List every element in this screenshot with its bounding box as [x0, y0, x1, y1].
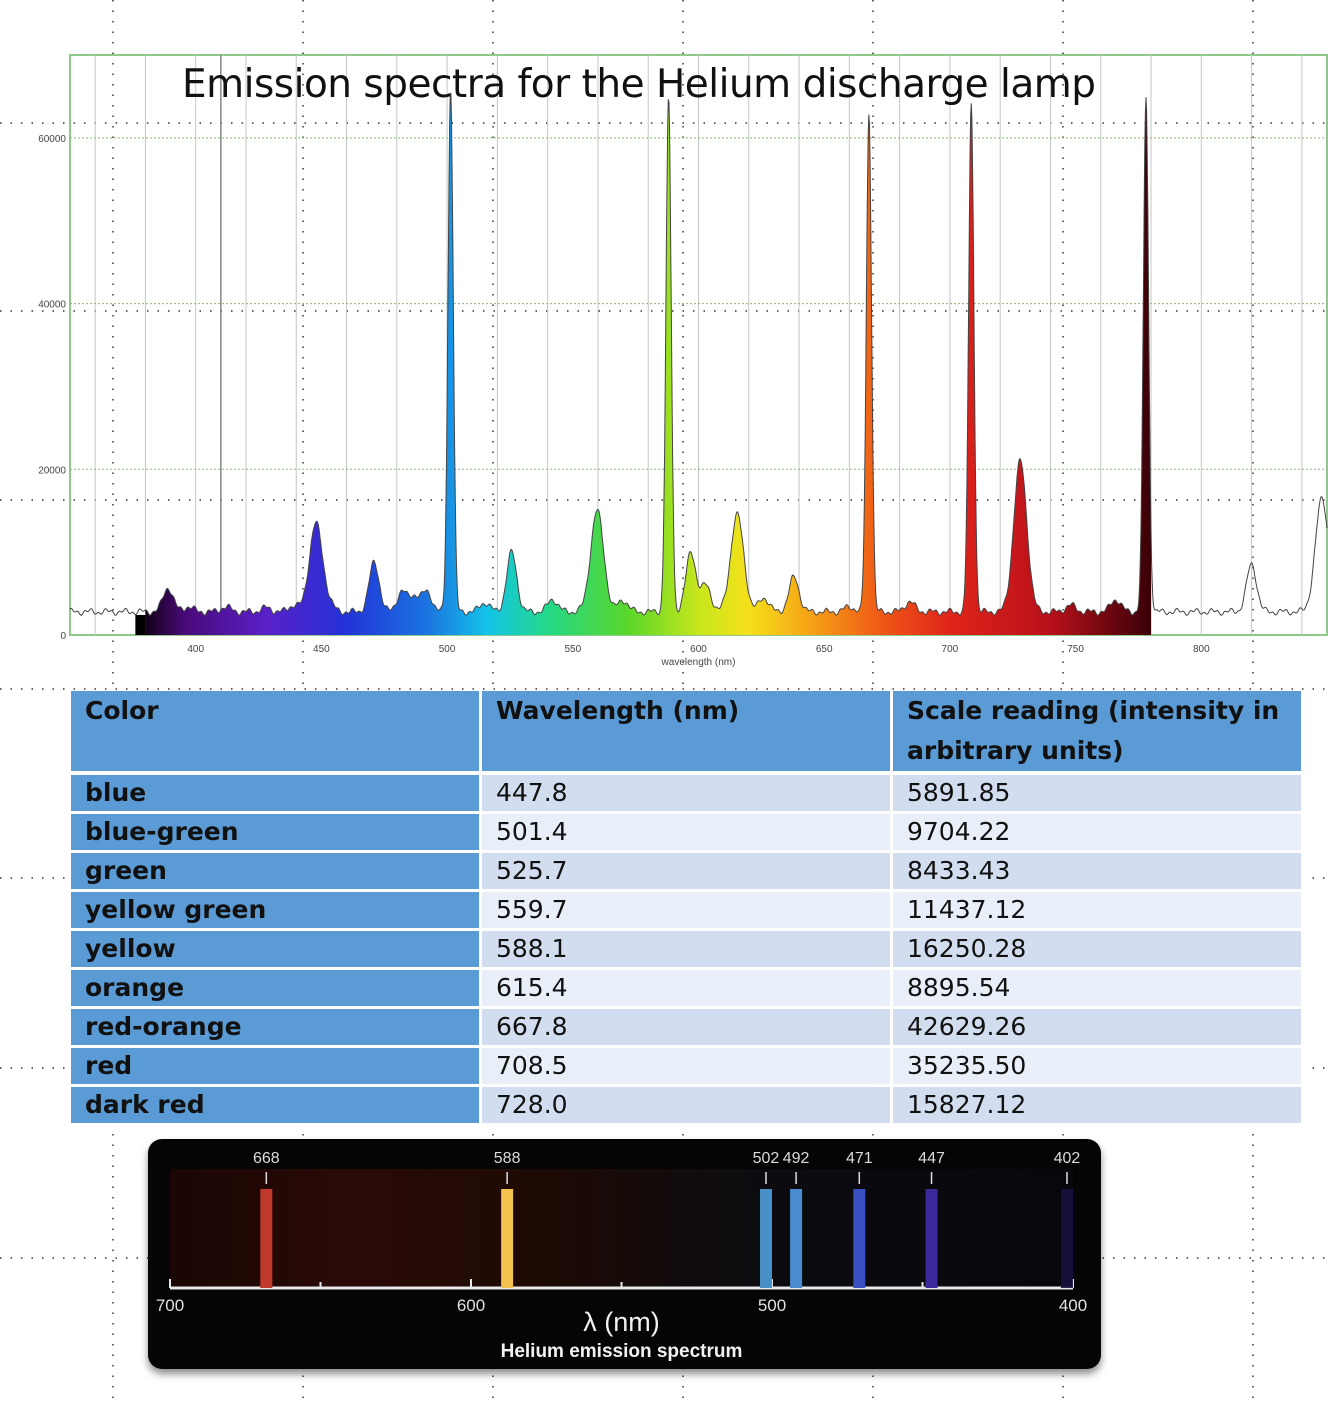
- y-tick-label: 40000: [38, 300, 66, 311]
- axis-tick-label: 600: [457, 1296, 485, 1315]
- column-header: Color: [71, 691, 482, 775]
- intensity-cell: 9704.22: [893, 814, 1304, 853]
- color-name-cell: yellow green: [71, 892, 482, 931]
- x-tick-label: 600: [690, 644, 707, 655]
- x-tick-label: 800: [1193, 644, 1210, 655]
- wavelength-cell: 708.5: [482, 1048, 893, 1087]
- column-header: Wavelength (nm): [482, 691, 893, 775]
- line-label: 668: [253, 1150, 280, 1167]
- color-name-cell: orange: [71, 970, 482, 1009]
- emission-line-492: [790, 1189, 803, 1288]
- panel-title: Helium emission spectrum: [501, 1341, 743, 1362]
- y-tick-label: 20000: [38, 465, 66, 476]
- emission-line-502: [759, 1189, 772, 1288]
- wavelength-cell: 447.8: [482, 775, 893, 814]
- wavelength-cell: 728.0: [482, 1087, 893, 1126]
- intensity-cell: 8895.54: [893, 970, 1304, 1009]
- color-name-cell: red: [71, 1048, 482, 1087]
- wavelength-cell: 525.7: [482, 853, 893, 892]
- spectrum-outline: [69, 92, 1328, 616]
- x-tick-label: 700: [942, 644, 959, 655]
- emission-line-402: [1060, 1189, 1073, 1288]
- emission-line-668: [260, 1189, 273, 1288]
- table-row: yellow green 559.7 11437.12: [71, 892, 1304, 931]
- axis-tick-label: 400: [1059, 1296, 1087, 1315]
- intensity-cell: 5891.85: [893, 775, 1304, 814]
- line-label: 447: [918, 1150, 945, 1167]
- color-name-cell: blue: [71, 775, 482, 814]
- emission-spectrum-chart: 400 450 500 550 600 650 700 750 800 0 20000 40000 60…: [38, 54, 1328, 668]
- line-label: 492: [783, 1150, 810, 1167]
- intensity-cell: 42629.26: [893, 1009, 1304, 1048]
- helium-line-spectrum-panel: 700 600 500 400 668 588 502 492 471 447 402 λ (nm) H…: [148, 1139, 1101, 1369]
- line-label: 588: [494, 1150, 521, 1167]
- spectrum-start-marker: [135, 615, 146, 635]
- y-tick-label: 0: [60, 631, 66, 642]
- wavelength-cell: 559.7: [482, 892, 893, 931]
- intensity-cell: 16250.28: [893, 931, 1304, 970]
- table-row: blue 447.8 5891.85: [71, 775, 1304, 814]
- table-row: yellow 588.1 16250.28: [71, 931, 1304, 970]
- table-row: red-orange 667.8 42629.26: [71, 1009, 1304, 1048]
- intensity-cell: 35235.50: [893, 1048, 1304, 1087]
- table-row: red 708.5 35235.50: [71, 1048, 1304, 1087]
- line-label: 402: [1054, 1150, 1081, 1167]
- table-row: green 525.7 8433.43: [71, 853, 1304, 892]
- emission-line-588: [501, 1189, 514, 1288]
- wavelength-cell: 667.8: [482, 1009, 893, 1048]
- axis-tick-label: 500: [758, 1296, 786, 1315]
- x-tick-label: 450: [313, 644, 330, 655]
- spectrum-background: [170, 1169, 1073, 1287]
- wavelength-cell: 588.1: [482, 931, 893, 970]
- color-name-cell: yellow: [71, 931, 482, 970]
- emission-line-447: [925, 1189, 938, 1288]
- x-tick-label: 500: [439, 644, 456, 655]
- color-name-cell: dark red: [71, 1087, 482, 1126]
- color-name-cell: green: [71, 853, 482, 892]
- x-tick-label: 750: [1067, 644, 1084, 655]
- line-label: 502: [753, 1150, 780, 1167]
- wavelength-cell: 501.4: [482, 814, 893, 853]
- x-axis-label: wavelength (nm): [661, 657, 736, 668]
- axis-tick-label: 700: [156, 1296, 184, 1315]
- emission-line-471: [853, 1189, 866, 1288]
- intensity-cell: 15827.12: [893, 1087, 1304, 1126]
- table-header-row: Color Wavelength (nm) Scale reading (int…: [71, 691, 1304, 775]
- lambda-axis-label: λ (nm): [583, 1307, 660, 1337]
- color-name-cell: red-orange: [71, 1009, 482, 1048]
- line-spectrum-svg: 700 600 500 400 668 588 502 492 471 447 402 λ (nm) H…: [156, 1150, 1087, 1362]
- x-tick-label: 650: [816, 644, 833, 655]
- spectral-lines-table: Color Wavelength (nm) Scale reading (int…: [71, 691, 1304, 1126]
- y-tick-label: 60000: [38, 134, 66, 145]
- x-tick-label: 550: [564, 644, 581, 655]
- x-tick-label: 400: [187, 644, 204, 655]
- color-name-cell: blue-green: [71, 814, 482, 853]
- table-row: blue-green 501.4 9704.22: [71, 814, 1304, 853]
- table-row: orange 615.4 8895.54: [71, 970, 1304, 1009]
- chart-title: Emission spectra for the Helium discharg…: [182, 62, 1096, 107]
- line-label: 471: [846, 1150, 873, 1167]
- wavelength-cell: 615.4: [482, 970, 893, 1009]
- column-header: Scale reading (intensity in arbitrary un…: [893, 691, 1304, 775]
- intensity-cell: 8433.43: [893, 853, 1304, 892]
- intensity-cell: 11437.12: [893, 892, 1304, 931]
- table-row: dark red 728.0 15827.12: [71, 1087, 1304, 1126]
